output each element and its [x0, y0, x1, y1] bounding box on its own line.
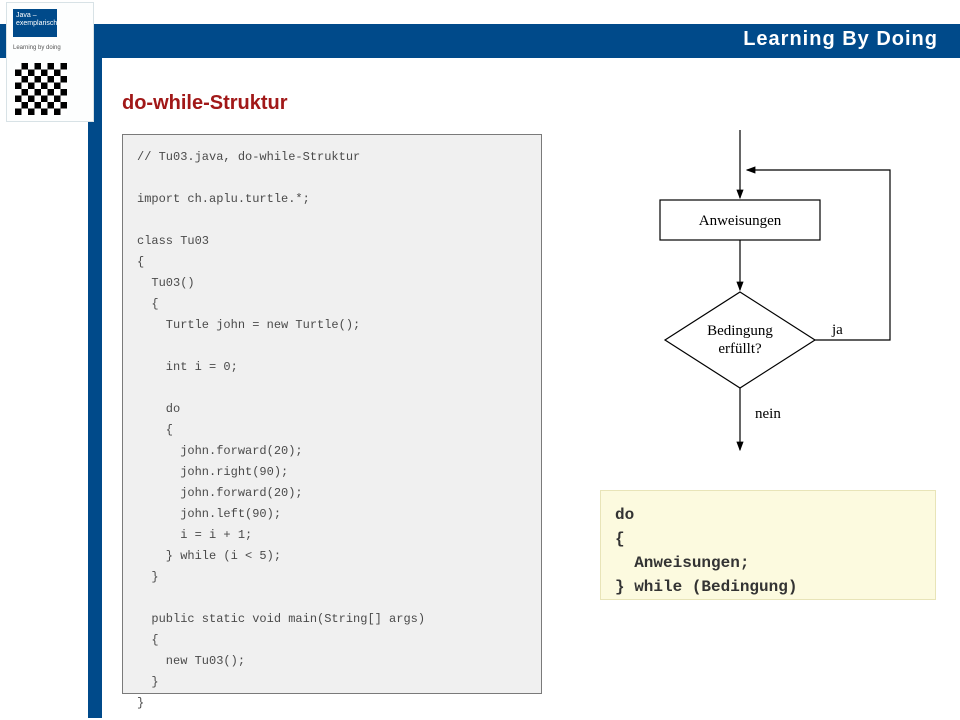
left-vertical-bar — [88, 58, 102, 718]
edge-no-label: nein — [755, 406, 781, 422]
syntax-template: do { Anweisungen; } while (Bedingung) — [600, 490, 936, 600]
book-title-line1: Java – — [16, 12, 37, 19]
header-title: Learning By Doing — [743, 28, 938, 51]
flowchart-diagram: Anweisungen Bedingung erfüllt? ja nein — [600, 130, 940, 470]
edge-yes-label: ja — [831, 322, 843, 338]
book-title-block: Java – exemplarisch — [13, 9, 57, 37]
node-condition-label1: Bedingung — [707, 323, 773, 339]
book-title-line2: exemplarisch — [16, 20, 57, 27]
book-chessboard-graphic — [15, 63, 67, 115]
node-condition-label2: erfüllt? — [718, 341, 762, 357]
book-subtitle: Learning by doing — [13, 45, 61, 51]
code-listing: // Tu03.java, do-while-Struktur import c… — [122, 134, 542, 694]
book-cover: Java – exemplarisch Learning by doing — [6, 2, 94, 122]
node-instructions-label: Anweisungen — [699, 213, 782, 229]
section-title: do-while-Struktur — [122, 92, 288, 115]
node-condition — [665, 292, 815, 388]
